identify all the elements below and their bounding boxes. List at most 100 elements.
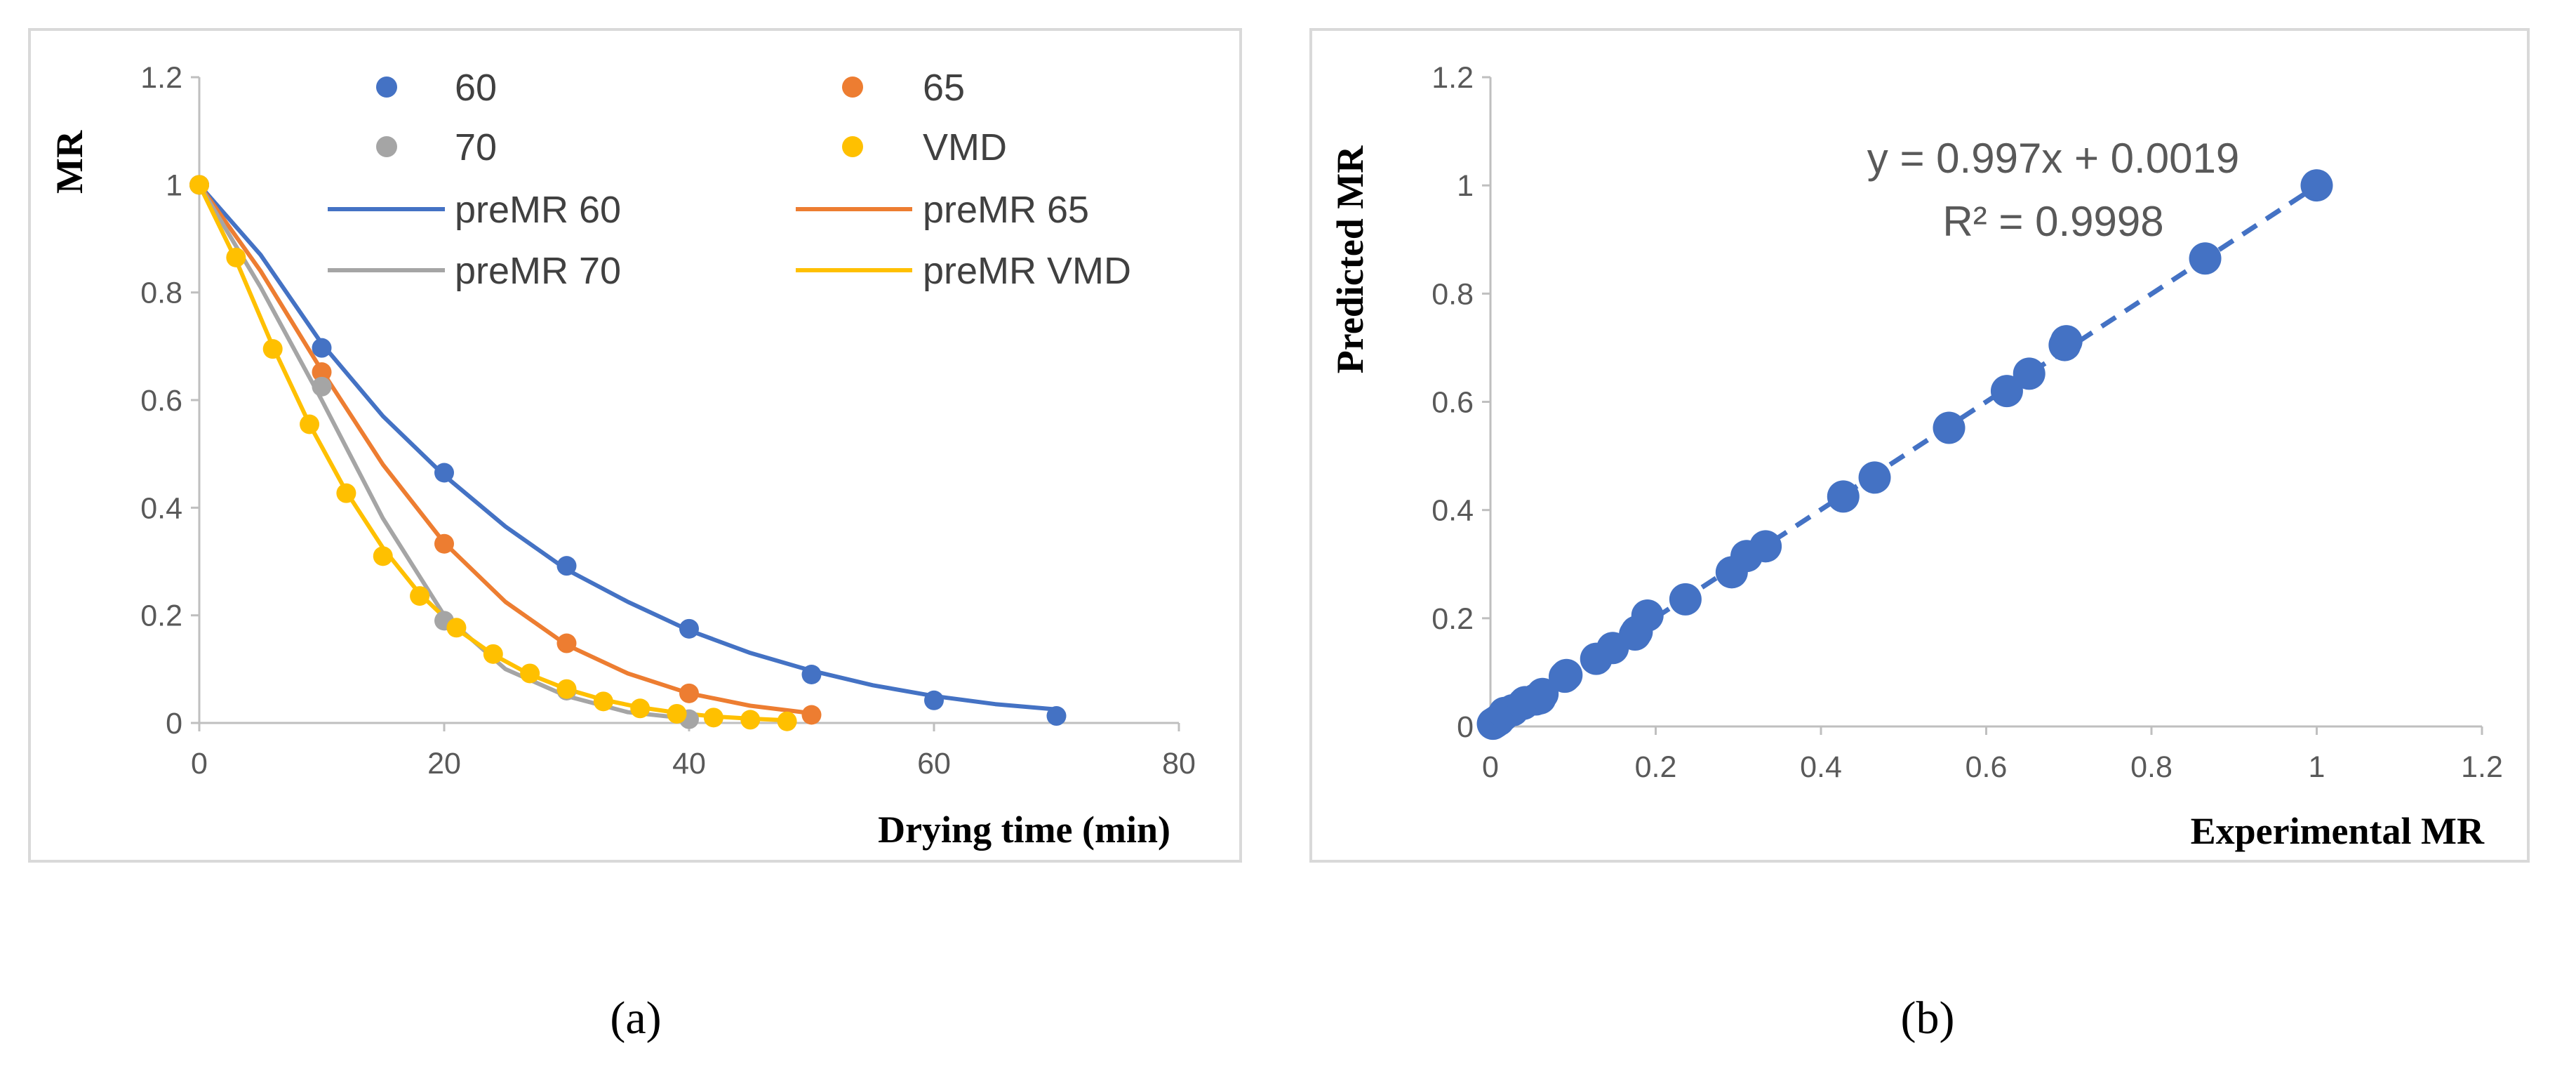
data-point xyxy=(1749,530,1782,563)
data-point-vmd xyxy=(226,247,246,267)
axis-a-y-tick-label: 0.6 xyxy=(140,384,182,418)
caption-a: (a) xyxy=(610,992,661,1044)
axis-b-x-tick-label: 0 xyxy=(1482,750,1499,784)
data-point-65 xyxy=(556,633,577,653)
x-axis-title-a: Drying time (min) xyxy=(878,809,1170,851)
panel-a: 0 0.2 0.4 0.6 0.8 1 1.2 0 20 40 60 80 60 65 70 VMD … xyxy=(28,28,1242,863)
legend-a-label-60: 60 xyxy=(455,67,497,109)
data-point xyxy=(1669,583,1702,616)
data-point-vmd xyxy=(703,708,723,728)
legend-a-label-70: 70 xyxy=(455,126,497,168)
plot-area-b xyxy=(1476,169,2333,740)
data-point-vmd xyxy=(483,644,503,664)
axis-a-x-tick-label: 20 xyxy=(427,747,461,781)
data-point-65 xyxy=(434,533,454,554)
legend-a-marker-vmd xyxy=(842,136,863,157)
data-point xyxy=(2050,325,2083,358)
data-point-60 xyxy=(679,618,699,639)
legend-a-label-premr-65: preMR 65 xyxy=(923,189,1089,231)
data-point-60 xyxy=(1046,706,1067,726)
axis-a-y-tick-label: 0.8 xyxy=(140,277,182,310)
data-point xyxy=(1933,411,1966,444)
data-point xyxy=(1827,480,1860,513)
r-squared-label: R² = 0.9998 xyxy=(1942,198,2163,245)
data-point-65 xyxy=(679,683,699,703)
data-point-70 xyxy=(312,376,332,397)
legend-a-marker-70 xyxy=(376,136,397,157)
axis-a-x-tick-label: 0 xyxy=(191,747,208,781)
axis-a-y-tick-label: 0.2 xyxy=(140,599,182,633)
axis-a-y-tick-label: 0.4 xyxy=(140,491,182,525)
legend-a: 60 65 70 VMD preMR 60 preMR 65 preMR 70 … xyxy=(328,67,1131,292)
data-point-vmd xyxy=(630,698,650,719)
panel-a-frame xyxy=(28,28,1242,863)
data-point xyxy=(1631,599,1664,632)
axis-b-y-tick-label: 0 xyxy=(1457,710,1474,744)
axis-a-x-tick-label: 40 xyxy=(672,747,706,781)
data-point xyxy=(1990,375,2023,408)
axis-b-x-tick-label: 1 xyxy=(2309,750,2325,784)
axis-b-y-tick-label: 0.2 xyxy=(1432,602,1474,636)
axis-b-x-tick-label: 0.4 xyxy=(1800,750,1842,784)
data-point-60 xyxy=(312,338,332,358)
axis-a-x-tick-label: 80 xyxy=(1162,747,1196,781)
data-point-60 xyxy=(801,665,822,684)
data-point-vmd xyxy=(336,483,356,503)
axes-a: 0 0.2 0.4 0.6 0.8 1 1.2 0 20 40 60 80 xyxy=(140,61,1196,781)
data-point-vmd xyxy=(410,586,430,606)
axis-a-y-tick-label: 0 xyxy=(166,707,182,740)
axis-a-x-tick-label: 60 xyxy=(917,747,951,781)
axis-b-y-tick-label: 0.4 xyxy=(1432,494,1474,528)
data-point-vmd xyxy=(777,711,797,731)
caption-b: (b) xyxy=(1901,992,1955,1044)
legend-a-marker-65 xyxy=(842,77,863,98)
axis-a-y-tick-label: 1.2 xyxy=(140,61,182,95)
data-point-vmd xyxy=(556,679,577,699)
data-point-vmd xyxy=(446,618,467,638)
data-point xyxy=(2189,242,2222,275)
series-line-premr-60 xyxy=(197,183,1057,712)
legend-a-label-vmd: VMD xyxy=(923,126,1007,168)
data-point xyxy=(2300,169,2333,202)
x-axis-title-b: Experimental MR xyxy=(2191,810,2485,852)
data-point xyxy=(1858,461,1891,494)
legend-a-label-premr-60: preMR 60 xyxy=(455,189,621,231)
axis-b-y-tick-label: 0.6 xyxy=(1432,386,1474,420)
axis-b-x-tick-label: 0.8 xyxy=(2130,750,2173,784)
axis-b-y-tick-label: 0.8 xyxy=(1432,277,1474,311)
panel-b: 0 0.2 0.4 0.6 0.8 1 1.2 0 0.2 0.4 0.6 0.8 1 1.2 y = 0… xyxy=(1309,28,2530,863)
data-point-65 xyxy=(801,705,822,725)
y-axis-title-b: Predicted MR xyxy=(1329,145,1371,373)
data-point-60 xyxy=(434,463,454,483)
data-point-65 xyxy=(312,362,332,383)
data-point-vmd xyxy=(740,710,761,730)
plot-area-a xyxy=(189,175,1067,731)
data-point-60 xyxy=(556,556,577,576)
axes-b: 0 0.2 0.4 0.6 0.8 1 1.2 0 0.2 0.4 0.6 0.8 1 1.2 xyxy=(1432,61,2503,784)
y-axis-title-a: MR xyxy=(48,130,91,194)
data-point xyxy=(1526,677,1559,710)
legend-a-marker-60 xyxy=(376,77,397,98)
legend-a-label-65: 65 xyxy=(923,67,965,109)
data-point-vmd xyxy=(262,339,283,359)
data-point-vmd xyxy=(593,691,613,712)
data-point-vmd xyxy=(300,414,320,434)
trendline-equation: y = 0.997x + 0.0019 xyxy=(1867,135,2239,182)
data-point-vmd xyxy=(520,663,540,684)
series-line-premr-65 xyxy=(197,183,812,716)
axis-b-y-tick-label: 1 xyxy=(1457,169,1474,203)
data-point-vmd xyxy=(189,175,209,195)
axis-a-y-tick-label: 1 xyxy=(166,168,182,202)
data-point-vmd xyxy=(667,703,687,724)
legend-a-label-premr-70: preMR 70 xyxy=(455,250,621,292)
data-point xyxy=(2013,357,2046,390)
legend-a-label-premr-vmd: preMR VMD xyxy=(923,250,1131,292)
data-point-vmd xyxy=(373,546,393,566)
axis-b-x-tick-label: 0.2 xyxy=(1635,750,1677,784)
data-point-60 xyxy=(924,690,944,710)
data-point xyxy=(1550,658,1583,691)
axis-b-x-tick-label: 1.2 xyxy=(2461,750,2503,784)
trendline xyxy=(1489,184,2318,728)
axis-b-x-tick-label: 0.6 xyxy=(1966,750,2008,784)
